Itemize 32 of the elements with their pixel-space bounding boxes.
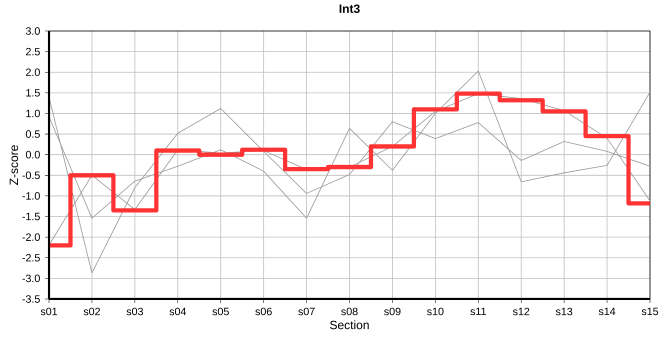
- x-tick-label: s09: [384, 308, 401, 316]
- y-tick-label: 1.5: [26, 89, 40, 97]
- x-tick-label: s03: [126, 308, 143, 316]
- y-axis-title: Z-score: [10, 145, 18, 185]
- y-tick-label: 2.0: [26, 68, 40, 76]
- y-tick-label: -2.5: [22, 254, 40, 262]
- y-tick-label: 0.5: [26, 130, 40, 138]
- x-tick-label: s11: [470, 308, 486, 316]
- x-tick-label: s02: [84, 308, 100, 316]
- x-tick-label: s10: [427, 308, 444, 316]
- y-tick-label: -0.5: [22, 172, 40, 180]
- x-tick-label: s12: [512, 308, 530, 316]
- x-axis-title: Section: [330, 320, 369, 330]
- x-tick-label: s13: [556, 308, 572, 316]
- y-tick-label: 0.0: [26, 150, 40, 158]
- x-tick-label: s06: [255, 308, 272, 316]
- x-tick-label: s15: [642, 308, 658, 316]
- chart-title: Int3: [340, 4, 360, 13]
- y-tick-label: -3.5: [22, 295, 40, 303]
- x-tick-label: s07: [298, 308, 315, 316]
- y-tick-label: 1.0: [26, 110, 40, 118]
- x-tick-label: s04: [169, 308, 186, 316]
- y-tick-label: -3.0: [22, 274, 40, 282]
- x-tick-label: s08: [341, 308, 358, 316]
- y-tick-label: 2.5: [26, 48, 40, 56]
- x-tick-label: s14: [598, 308, 616, 316]
- x-tick-label: s05: [212, 308, 229, 316]
- y-tick-label: 3.0: [26, 27, 40, 35]
- x-tick-label: s01: [40, 308, 58, 316]
- y-tick-label: -2.0: [22, 233, 40, 241]
- y-tick-label: -1.0: [22, 192, 40, 200]
- y-tick-label: -1.5: [22, 212, 40, 220]
